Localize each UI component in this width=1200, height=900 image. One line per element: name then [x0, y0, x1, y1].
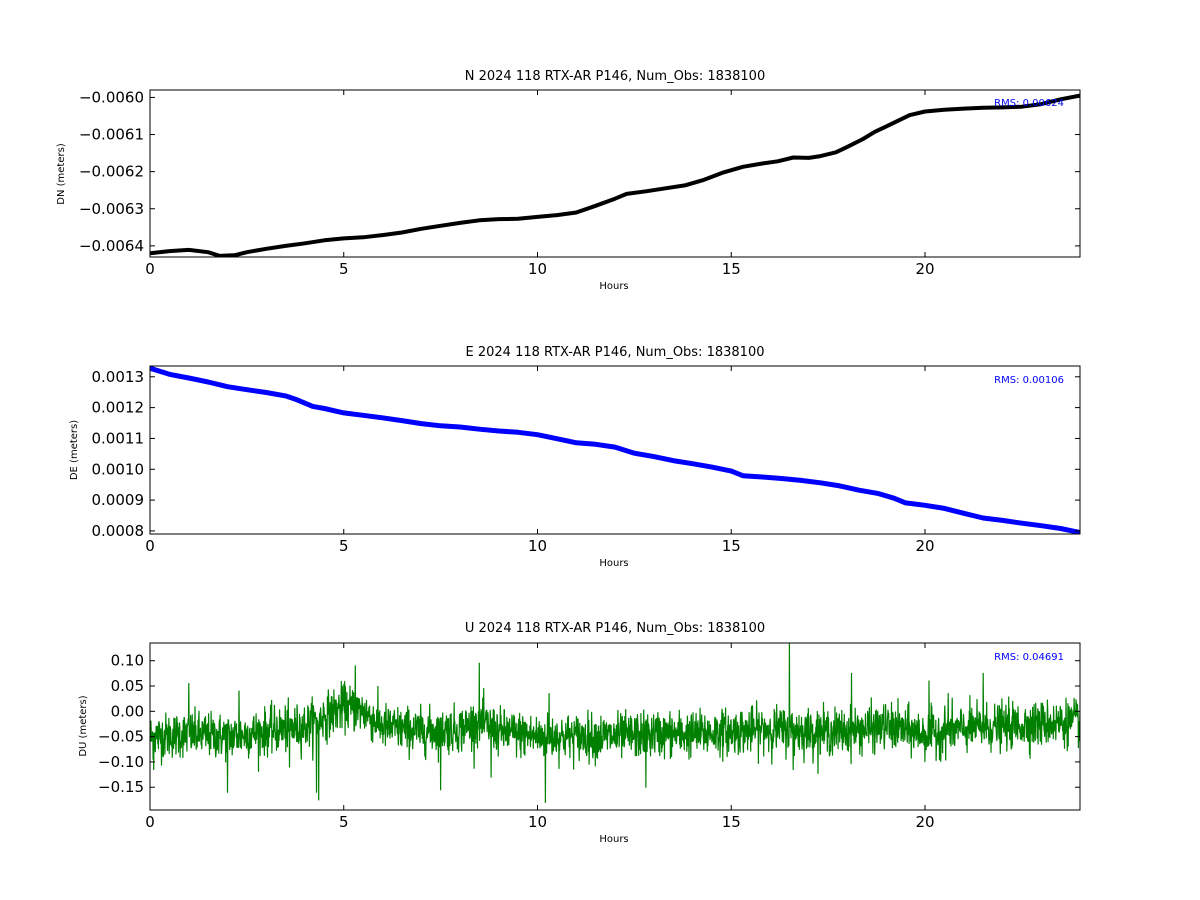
x-axis-label: Hours: [599, 281, 628, 292]
x-tick-label: 10: [528, 537, 547, 555]
panel-east: E 2024 118 RTX-AR P146, Num_Obs: 1838100…: [69, 345, 1081, 569]
x-tick-label: 15: [722, 260, 741, 278]
y-tick: 0.0012: [92, 399, 1080, 417]
x-tick: 0: [145, 90, 155, 278]
y-tick-label: −0.0064: [79, 237, 144, 255]
y-tick: 0.0008: [92, 522, 1080, 540]
y-tick-label: 0.10: [111, 652, 144, 670]
y-tick: −0.0064: [79, 237, 1080, 255]
x-tick: 15: [722, 90, 741, 278]
y-tick-label: 0.0011: [92, 429, 145, 447]
x-tick: 15: [722, 366, 741, 555]
axes-frame: [149, 89, 1081, 258]
x-tick: 10: [528, 643, 547, 831]
axes-frame: [149, 642, 1081, 811]
plot-area: 0 5 10 15 20 −0.0064 −0.0063 −0.0062 −0.0061 −0.0…: [79, 88, 1081, 278]
y-tick-label: 0.0009: [92, 491, 145, 509]
x-tick: 20: [915, 366, 935, 555]
y-tick: 0.10: [111, 652, 1080, 670]
x-tick-label: 10: [528, 260, 547, 278]
x-tick-label: 5: [339, 813, 349, 831]
y-tick-label: −0.0060: [79, 88, 144, 106]
x-tick: 10: [528, 90, 547, 278]
rms-annotation: RMS: 0.00624: [994, 98, 1064, 109]
x-tick-label: 0: [145, 813, 155, 831]
y-tick-label: −0.0062: [79, 163, 144, 181]
y-axis-label: DU (meters): [78, 695, 89, 756]
x-axis-label: Hours: [599, 834, 628, 845]
x-tick-label: 5: [339, 537, 349, 555]
y-tick: −0.0061: [79, 126, 1080, 144]
series-line: [150, 93, 1080, 257]
y-tick: 0.0009: [92, 491, 1080, 509]
plot-area: 0 5 10 15 20 −0.15 −0.10 −0.05 0.00 0.05 0.10: [98, 642, 1081, 831]
x-tick: 20: [915, 643, 935, 831]
x-tick: 15: [722, 643, 741, 831]
y-tick-label: −0.0061: [79, 126, 144, 144]
x-axis-label: Hours: [599, 558, 628, 569]
x-tick-label: 0: [145, 537, 155, 555]
x-tick-label: 15: [722, 537, 741, 555]
x-tick: 5: [339, 366, 349, 555]
y-tick-label: 0.0010: [92, 460, 145, 478]
x-tick-label: 20: [915, 813, 934, 831]
panel-north: N 2024 118 RTX-AR P146, Num_Obs: 1838100…: [56, 69, 1081, 292]
x-tick: 5: [339, 90, 349, 278]
x-tick-label: 10: [528, 813, 547, 831]
y-tick-label: 0.05: [111, 677, 144, 695]
x-tick-label: 15: [722, 813, 741, 831]
chart-title: E 2024 118 RTX-AR P146, Num_Obs: 1838100: [466, 345, 765, 360]
y-tick: 0.0010: [92, 460, 1080, 478]
x-tick-label: 0: [145, 260, 155, 278]
y-tick-label: −0.05: [98, 728, 144, 746]
rms-annotation: RMS: 0.00106: [994, 375, 1064, 386]
y-tick: −0.0060: [79, 88, 1080, 106]
y-axis-label: DN (meters): [56, 143, 67, 205]
x-tick-label: 20: [915, 537, 934, 555]
x-tick: 20: [915, 90, 935, 278]
y-tick-label: 0.0012: [92, 399, 145, 417]
y-tick: 0.0013: [92, 368, 1080, 386]
x-tick: 5: [339, 643, 349, 831]
x-tick: 10: [528, 366, 547, 555]
chart-title: U 2024 118 RTX-AR P146, Num_Obs: 1838100: [465, 621, 765, 636]
x-tick: 0: [145, 366, 155, 555]
chart-title: N 2024 118 RTX-AR P146, Num_Obs: 1838100: [465, 69, 765, 84]
x-tick-label: 5: [339, 260, 349, 278]
panel-up: U 2024 118 RTX-AR P146, Num_Obs: 1838100…: [78, 621, 1081, 845]
x-tick-label: 20: [915, 260, 934, 278]
rms-annotation: RMS: 0.04691: [994, 652, 1064, 663]
y-tick: −0.05: [98, 728, 1080, 746]
y-tick: −0.0063: [79, 200, 1080, 218]
y-tick-label: 0.0013: [92, 368, 145, 386]
series-line: [150, 643, 1080, 803]
y-tick: −0.15: [98, 778, 1080, 796]
y-tick: 0.0011: [92, 429, 1080, 447]
x-tick: 0: [145, 643, 155, 831]
y-tick: 0.05: [111, 677, 1080, 695]
y-tick-label: −0.0063: [79, 200, 144, 218]
y-tick-label: −0.10: [98, 753, 144, 771]
y-tick: −0.10: [98, 753, 1080, 771]
y-tick-label: 0.0008: [92, 522, 145, 540]
axes-frame: [149, 365, 1081, 535]
y-axis-label: DE (meters): [69, 420, 80, 480]
series-line: [150, 366, 1080, 534]
y-tick: 0.00: [111, 702, 1080, 720]
plot-area: 0 5 10 15 20 0.0008 0.0009 0.0010 0.0011 0.0012 0.…: [92, 365, 1081, 555]
y-tick: −0.0062: [79, 163, 1080, 181]
y-tick-label: −0.15: [98, 778, 144, 796]
y-tick-label: 0.00: [111, 702, 144, 720]
